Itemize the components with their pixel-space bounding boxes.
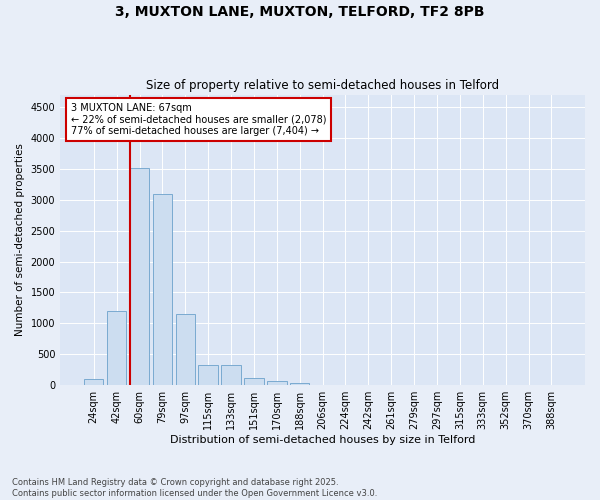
Text: 3 MUXTON LANE: 67sqm
← 22% of semi-detached houses are smaller (2,078)
77% of se: 3 MUXTON LANE: 67sqm ← 22% of semi-detac… bbox=[71, 104, 326, 136]
Bar bbox=[176, 314, 195, 385]
Bar bbox=[199, 365, 218, 385]
Y-axis label: Number of semi-detached properties: Number of semi-detached properties bbox=[15, 144, 25, 336]
Bar bbox=[107, 311, 127, 385]
Bar bbox=[221, 365, 241, 385]
Title: Size of property relative to semi-detached houses in Telford: Size of property relative to semi-detach… bbox=[146, 79, 499, 92]
X-axis label: Distribution of semi-detached houses by size in Telford: Distribution of semi-detached houses by … bbox=[170, 435, 475, 445]
Bar bbox=[84, 379, 103, 385]
Bar bbox=[130, 168, 149, 385]
Text: 3, MUXTON LANE, MUXTON, TELFORD, TF2 8PB: 3, MUXTON LANE, MUXTON, TELFORD, TF2 8PB bbox=[115, 5, 485, 19]
Bar bbox=[290, 384, 310, 385]
Text: Contains HM Land Registry data © Crown copyright and database right 2025.
Contai: Contains HM Land Registry data © Crown c… bbox=[12, 478, 377, 498]
Bar bbox=[152, 194, 172, 385]
Bar bbox=[244, 378, 263, 385]
Bar bbox=[267, 381, 287, 385]
